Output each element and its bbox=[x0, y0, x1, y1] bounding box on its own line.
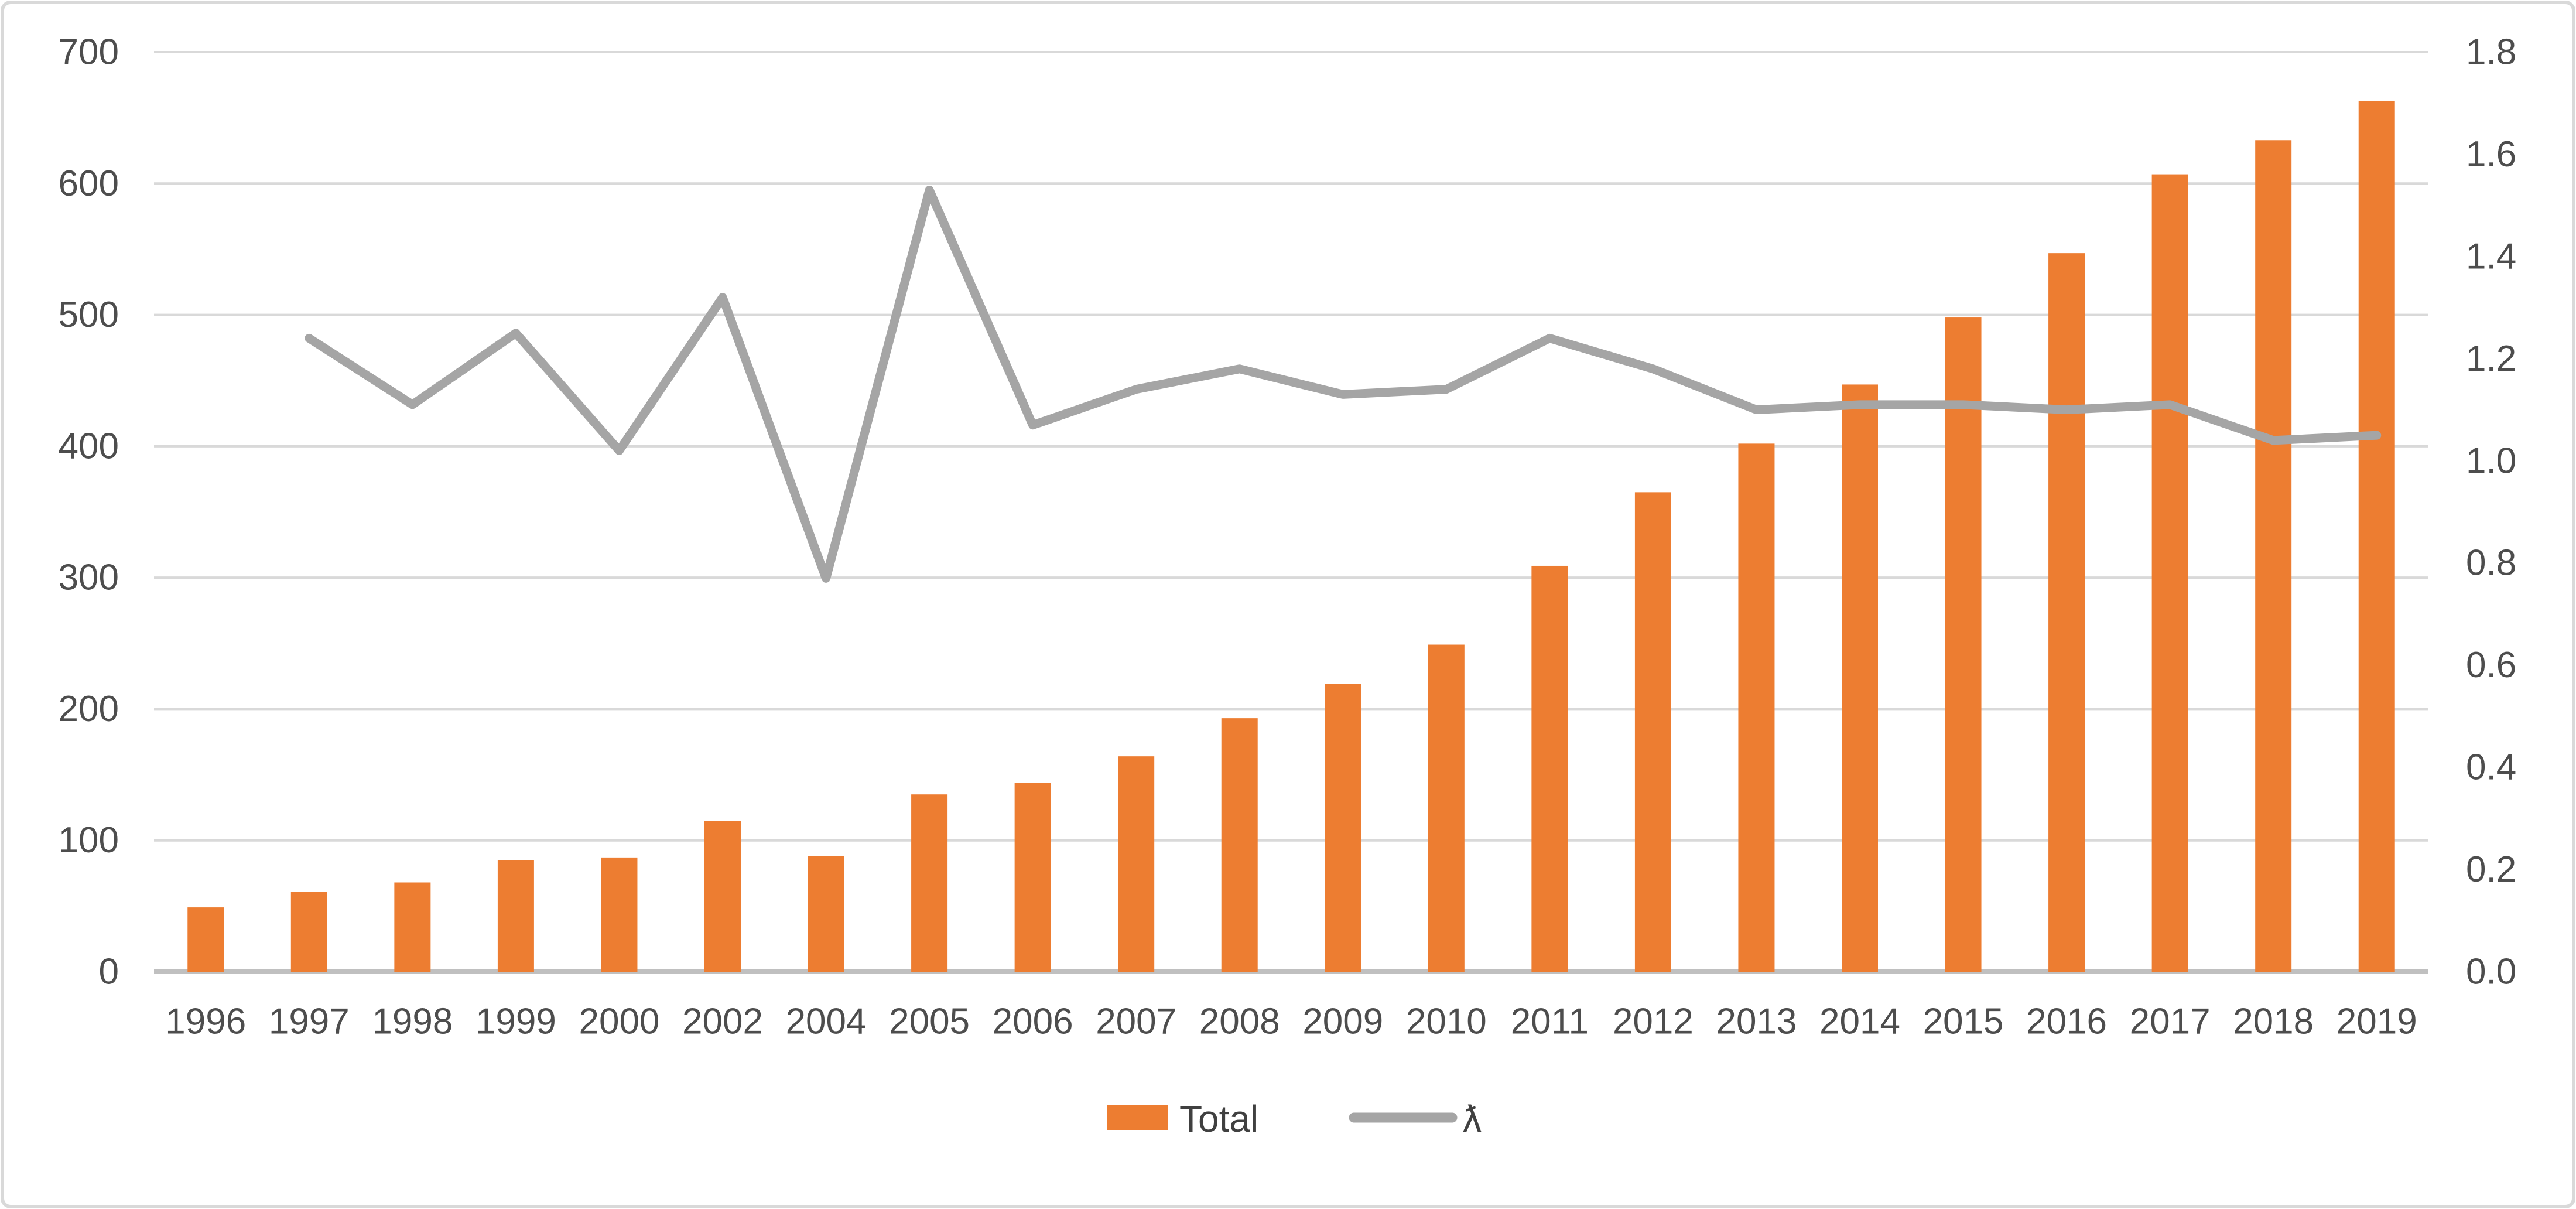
x-tick-2014: 2014 bbox=[1819, 1002, 1900, 1042]
bar-2018 bbox=[2255, 140, 2292, 972]
x-axis-labels: 1996 1997 1998 1999 2000 2002 2004 2005 2006 2007… bbox=[165, 1002, 2417, 1042]
legend-label-lambda: ƛ bbox=[1463, 1098, 1482, 1140]
y-left-tick-0: 0 bbox=[99, 952, 119, 992]
bar-2017 bbox=[2151, 174, 2188, 972]
x-tick-2007: 2007 bbox=[1096, 1002, 1176, 1042]
y-left-tick-700: 700 bbox=[59, 32, 119, 73]
bar-1999 bbox=[497, 860, 534, 972]
bar-2004 bbox=[808, 856, 844, 972]
x-tick-2018: 2018 bbox=[2233, 1002, 2314, 1042]
y-axis-left-labels: 0 100 200 300 400 500 600 700 bbox=[59, 32, 119, 992]
x-tick-2006: 2006 bbox=[993, 1002, 1073, 1042]
gridlines bbox=[154, 51, 2428, 842]
x-tick-1999: 1999 bbox=[475, 1002, 556, 1042]
y-right-tick-1.6: 1.6 bbox=[2466, 134, 2516, 175]
y-left-tick-400: 400 bbox=[59, 426, 119, 466]
y-right-tick-0.4: 0.4 bbox=[2466, 747, 2516, 788]
bar-2000 bbox=[601, 857, 638, 972]
y-right-tick-0.0: 0.0 bbox=[2466, 952, 2516, 992]
bar-2007 bbox=[1118, 756, 1155, 972]
y-left-tick-100: 100 bbox=[59, 820, 119, 860]
bar-1996 bbox=[187, 907, 224, 972]
x-tick-2013: 2013 bbox=[1716, 1002, 1797, 1042]
y-right-tick-0.8: 0.8 bbox=[2466, 543, 2516, 583]
bar-2012 bbox=[1634, 492, 1671, 972]
x-tick-2017: 2017 bbox=[2130, 1002, 2211, 1042]
y-left-tick-600: 600 bbox=[59, 163, 119, 204]
y-left-tick-200: 200 bbox=[59, 689, 119, 729]
y-right-tick-1.2: 1.2 bbox=[2466, 339, 2516, 379]
x-tick-2004: 2004 bbox=[786, 1002, 867, 1042]
bar-2008 bbox=[1221, 718, 1258, 972]
y-right-tick-0.2: 0.2 bbox=[2466, 849, 2516, 890]
bar-2010 bbox=[1428, 644, 1465, 972]
bar-2005 bbox=[911, 794, 948, 972]
legend: Total ƛ bbox=[1107, 1098, 1482, 1140]
lambda-line bbox=[305, 186, 2382, 583]
x-tick-1997: 1997 bbox=[269, 1002, 350, 1042]
bar-2014 bbox=[1842, 384, 1878, 972]
x-tick-1996: 1996 bbox=[165, 1002, 246, 1042]
x-tick-2005: 2005 bbox=[889, 1002, 970, 1042]
y-right-tick-0.6: 0.6 bbox=[2466, 645, 2516, 685]
bar-2009 bbox=[1325, 684, 1361, 972]
bar-series-total bbox=[187, 100, 2395, 972]
bar-2011 bbox=[1531, 565, 1568, 972]
bar-2016 bbox=[2048, 253, 2085, 972]
x-tick-2012: 2012 bbox=[1613, 1002, 1694, 1042]
y-right-tick-1.8: 1.8 bbox=[2466, 32, 2516, 73]
x-tick-1998: 1998 bbox=[372, 1002, 453, 1042]
legend-swatch-total bbox=[1107, 1105, 1168, 1130]
bar-2006 bbox=[1014, 783, 1051, 972]
x-tick-2009: 2009 bbox=[1302, 1002, 1383, 1042]
bar-2019 bbox=[2358, 100, 2395, 972]
y-right-tick-1.0: 1.0 bbox=[2466, 440, 2516, 481]
x-tick-2016: 2016 bbox=[2026, 1002, 2107, 1042]
y-left-tick-300: 300 bbox=[59, 558, 119, 598]
bar-2015 bbox=[1945, 317, 1982, 972]
x-tick-2002: 2002 bbox=[682, 1002, 763, 1042]
bar-1997 bbox=[290, 892, 327, 972]
x-tick-2000: 2000 bbox=[579, 1002, 659, 1042]
bar-2013 bbox=[1738, 443, 1775, 972]
legend-label-total: Total bbox=[1179, 1098, 1258, 1140]
x-tick-2010: 2010 bbox=[1406, 1002, 1487, 1042]
bar-1998 bbox=[394, 882, 431, 972]
y-right-tick-1.4: 1.4 bbox=[2466, 236, 2516, 276]
x-tick-2011: 2011 bbox=[1511, 1002, 1589, 1042]
bar-2002 bbox=[704, 821, 741, 972]
x-tick-2015: 2015 bbox=[1923, 1002, 2004, 1042]
x-tick-2019: 2019 bbox=[2336, 1002, 2417, 1042]
x-tick-2008: 2008 bbox=[1199, 1002, 1280, 1042]
y-left-tick-500: 500 bbox=[59, 295, 119, 335]
y-axis-right-labels: 0.0 0.2 0.4 0.6 0.8 1.0 1.2 1.4 1.6 1.8 bbox=[2466, 32, 2516, 992]
